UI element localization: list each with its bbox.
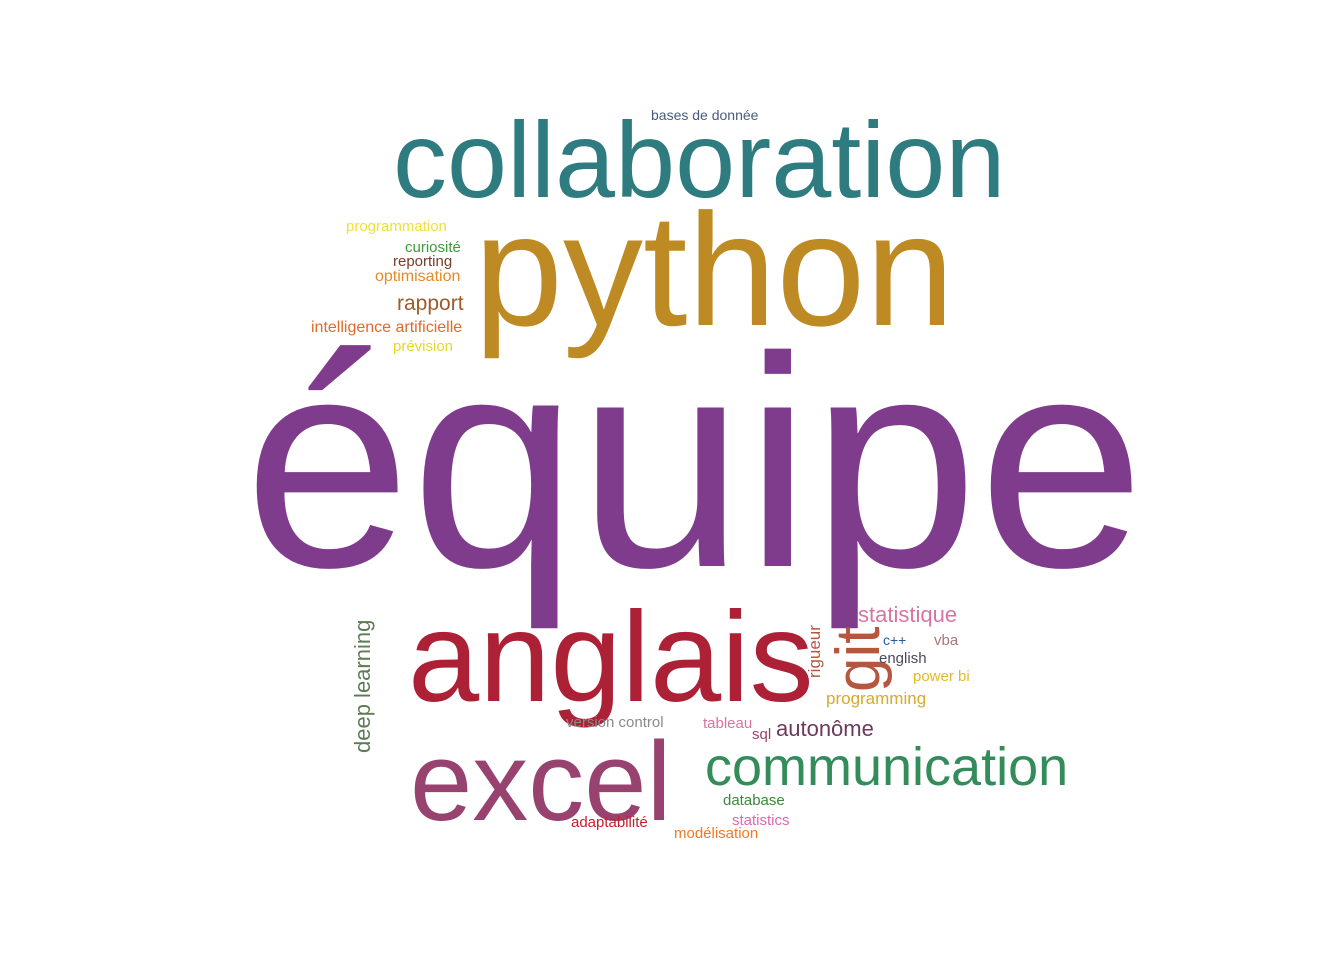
word-programmation: programmation — [346, 218, 447, 235]
word-sql: sql — [752, 726, 772, 743]
word-english: english — [879, 650, 927, 667]
word-bases-de-donnee: bases de donnée — [651, 107, 759, 123]
word-reporting: reporting — [393, 253, 453, 270]
word-excel: excel — [410, 719, 672, 844]
word-power-bi: power bi — [913, 668, 970, 685]
word-intelligence-artificielle: intelligence artificielle — [311, 319, 463, 336]
word-anglais: anglais — [408, 586, 814, 729]
word-version-control: version control — [566, 714, 664, 731]
word-tableau: tableau — [703, 715, 753, 732]
word-rigueur: rigueur — [805, 625, 824, 678]
word-python: python — [474, 180, 955, 359]
word-programming: programming — [826, 689, 927, 708]
word-database: database — [723, 792, 785, 809]
word-deep-learning: deep learning — [350, 619, 375, 753]
word-statistique: statistique — [858, 602, 958, 627]
word-communication: communication — [705, 737, 1069, 797]
word-optimisation: optimisation — [375, 268, 461, 285]
word-statistics: statistics — [732, 812, 790, 829]
word-prevision: prévision — [393, 338, 454, 355]
word-autonome: autonôme — [776, 716, 874, 741]
word-cpp: c++ — [883, 632, 907, 648]
word-rapport: rapport — [397, 292, 464, 315]
word-curiosite: curiosité — [405, 239, 461, 256]
word-collaboration: collaboration — [393, 99, 1006, 220]
word-equipe: équipe — [244, 294, 1145, 630]
word-vba: vba — [934, 632, 959, 649]
word-adaptabilite: adaptabilité — [571, 814, 648, 831]
word-modelisation: modélisation — [674, 825, 759, 842]
